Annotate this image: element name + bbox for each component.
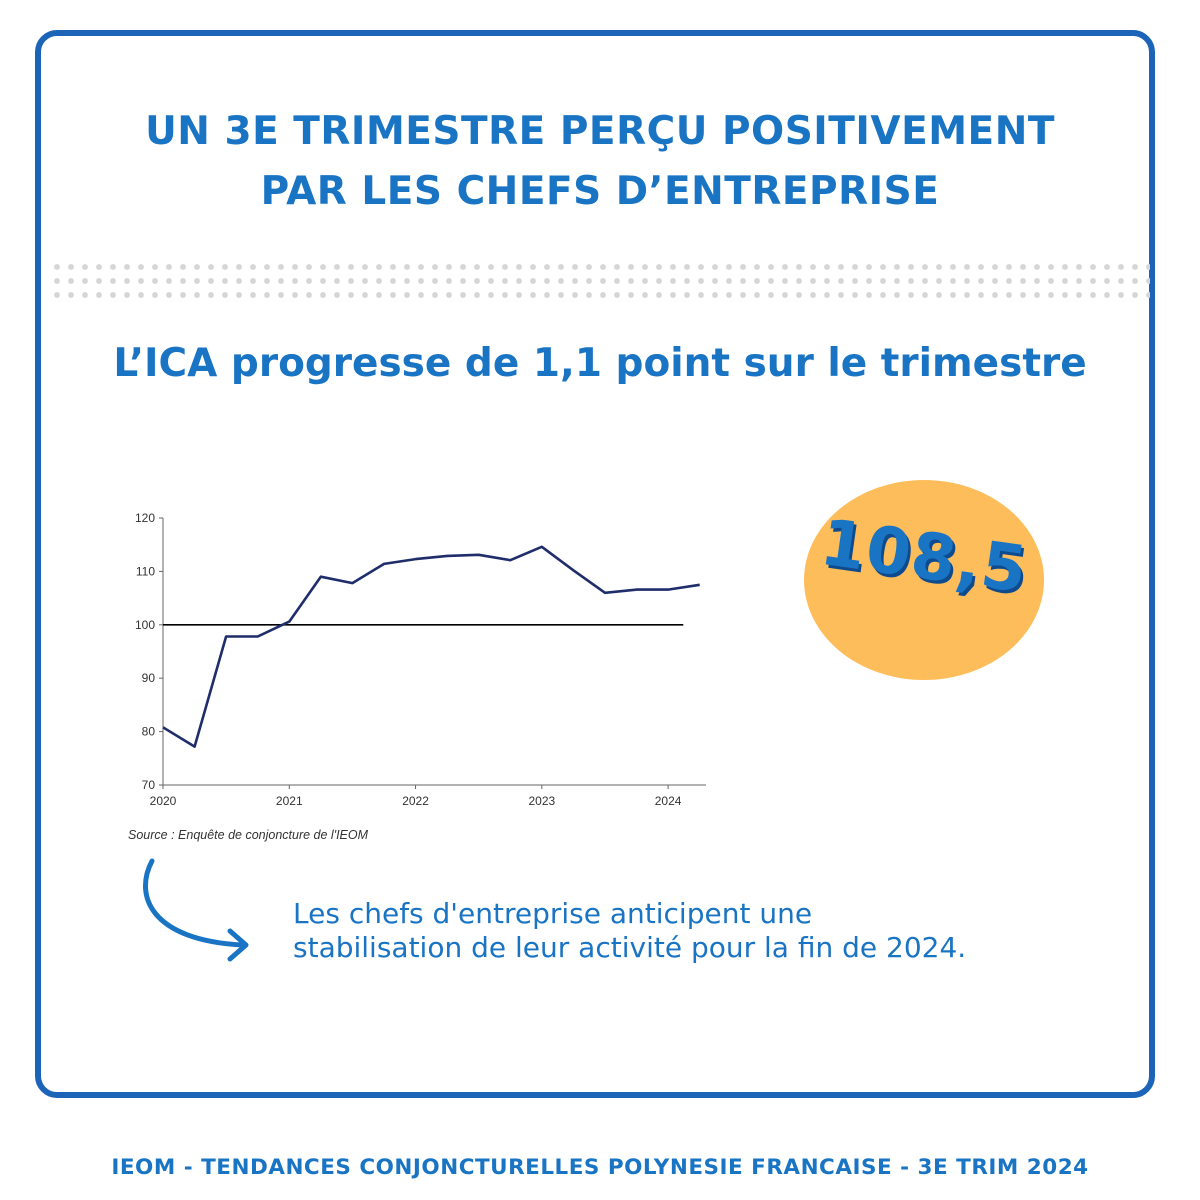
dotted-divider	[50, 260, 1150, 302]
note-line-2: stabilisation de leur activité pour la f…	[293, 931, 967, 964]
note-text: Les chefs d'entreprise anticipent une st…	[293, 897, 1113, 965]
kpi-bubble: 108,5	[804, 480, 1044, 680]
y-tick-label: 80	[142, 725, 156, 739]
subheadline: L’ICA progresse de 1,1 point sur le trim…	[113, 341, 1087, 386]
headline: UN 3E TRIMESTRE PERÇU POSITIVEMENT PAR L…	[0, 102, 1200, 222]
headline-line-1: UN 3E TRIMESTRE PERÇU POSITIVEMENT	[145, 109, 1055, 154]
y-tick-label: 90	[142, 671, 156, 685]
footer-text: IEOM - TENDANCES CONJONCTURELLES POLYNES…	[111, 1155, 1089, 1180]
x-tick-label: 2021	[276, 794, 303, 808]
chart-source: Source : Enquête de conjoncture de l'IEO…	[128, 828, 369, 842]
ica-line-chart: 70 80 90 100 110 120 2020 2021 2022 2023 2024	[135, 511, 706, 808]
x-tick-label: 2020	[150, 794, 177, 808]
y-tick-label: 100	[135, 618, 155, 632]
y-tick-label: 70	[142, 778, 156, 792]
y-tick-label: 110	[136, 564, 155, 578]
ica-series-line	[162, 545, 700, 748]
note-line-1: Les chefs d'entreprise anticipent une	[293, 897, 813, 930]
x-tick-label: 2023	[528, 794, 555, 808]
x-tick-label: 2022	[402, 794, 429, 808]
kpi-value: 108,5	[816, 505, 1032, 609]
x-tick-label: 2024	[655, 794, 682, 808]
headline-line-2: PAR LES CHEFS D’ENTREPRISE	[260, 169, 940, 214]
y-tick-label: 120	[135, 511, 155, 525]
curved-arrow-icon	[143, 858, 249, 962]
